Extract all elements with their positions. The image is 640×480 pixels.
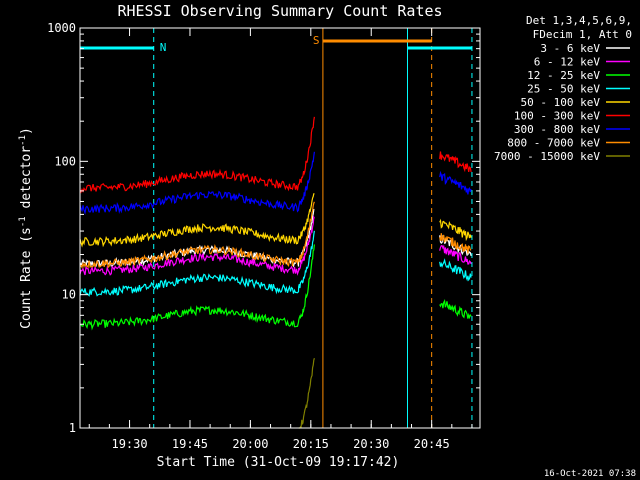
plot-area: NS: [79, 28, 473, 429]
y-axis-label-mid: detector: [19, 146, 34, 217]
series-trace-9: [298, 358, 315, 429]
x-tick-label-6: 20:45: [414, 437, 450, 451]
y-tick-label-1: 1: [69, 421, 76, 435]
chart-title: RHESSI Observing Summary Count Rates: [117, 2, 442, 20]
series-trace-6: [79, 116, 315, 194]
flag-label-2: S: [313, 34, 320, 47]
series-trace-8: [79, 201, 315, 269]
series-trace-post-4: [439, 258, 472, 282]
legend-header-fdecim: FDecim 1, Att 0: [533, 28, 632, 41]
y-axis-label-sup1: -1: [18, 216, 28, 227]
series-trace-post-8: [439, 233, 472, 254]
y-tick-label-2: 10: [62, 288, 76, 302]
legend-label-6: 100 - 300 keV: [514, 110, 600, 123]
series-trace-5: [79, 193, 315, 248]
legend-label-5: 50 - 100 keV: [521, 96, 601, 109]
x-tick-label-3: 20:00: [232, 437, 268, 451]
legend-label-9: 7000 - 15000 keV: [494, 150, 600, 163]
series-trace-2: [79, 215, 315, 276]
axis-ticks: 19:30 19:45 20:00 20:15 20:30 20:45 1 10 100 1000: [47, 21, 480, 451]
legend-label-2: 6 - 12 keV: [534, 56, 601, 69]
x-axis-label: Start Time (31-Oct-09 19:17:42): [157, 455, 400, 470]
y-axis-label-end: ): [19, 127, 34, 135]
plot-frame: [79, 27, 481, 429]
x-tick-label-2: 19:45: [172, 437, 208, 451]
legend-label-4: 25 - 50 keV: [527, 83, 600, 96]
series-trace-post-3: [439, 298, 472, 320]
series-trace-post-6: [439, 151, 472, 173]
series-trace-post-2: [439, 244, 472, 265]
legend: Det 1,3,4,5,6,9, FDecim 1, Att 0 3 - 6 k…: [494, 14, 632, 163]
y-axis-label-main: Count Rate (s: [19, 227, 34, 329]
y-tick-label-4: 1000: [47, 21, 76, 35]
x-tick-label-1: 19:30: [111, 437, 147, 451]
series-trace-post-5: [439, 218, 472, 242]
series-trace-7: [79, 151, 315, 215]
legend-label-3: 12 - 25 keV: [527, 69, 600, 82]
x-tick-label-5: 20:30: [353, 437, 389, 451]
legend-label-7: 300 - 800 keV: [514, 123, 600, 136]
series-trace-4: [79, 230, 315, 297]
series-trace-3: [79, 244, 315, 331]
y-axis-label-sup2: -1: [18, 135, 28, 146]
legend-label-1: 3 - 6 keV: [540, 42, 600, 55]
footer-timestamp: 16-Oct-2021 07:38: [544, 469, 636, 479]
x-tick-label-4: 20:15: [293, 437, 329, 451]
y-axis-label: Count Rate (s-1 detector-1): [18, 127, 34, 329]
series-trace-post-7: [439, 170, 472, 195]
legend-header-detectors: Det 1,3,4,5,6,9,: [526, 14, 632, 27]
flag-label-1: N: [160, 41, 167, 54]
y-tick-label-3: 100: [54, 154, 76, 168]
legend-label-8: 800 - 7000 keV: [507, 137, 600, 150]
